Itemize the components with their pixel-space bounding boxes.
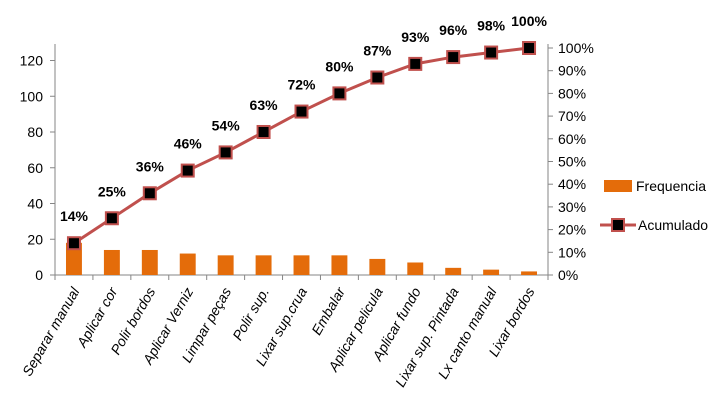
data-label-5: 54% (212, 117, 241, 133)
legend-label-frequencia: Frequencia (636, 178, 706, 194)
left-tick-label: 80 (27, 124, 43, 140)
data-label-9: 87% (363, 43, 392, 59)
data-label-10: 93% (401, 29, 430, 45)
left-tick-label: 20 (27, 231, 43, 247)
cumulative-marker-3 (142, 186, 157, 201)
bar-9 (369, 258, 386, 275)
left-tick-label: 40 (27, 196, 43, 212)
bar-10 (407, 262, 424, 275)
data-label-1: 14% (60, 208, 89, 224)
legend: Frequencia Acumulado (600, 178, 708, 233)
line-series (66, 41, 537, 251)
data-label-12: 98% (477, 18, 506, 34)
cumulative-marker-2 (104, 211, 119, 226)
data-label-6: 63% (250, 97, 279, 113)
bar-7 (293, 255, 310, 275)
right-tick-label: 90% (558, 63, 586, 79)
legend-marker-acumulado (611, 218, 625, 232)
bar-2 (103, 249, 120, 275)
left-axis: 0 20 40 60 80 100 120 (20, 44, 549, 283)
data-label-4: 46% (174, 136, 203, 152)
left-tick-label: 60 (27, 160, 43, 176)
right-tick-label: 20% (558, 222, 586, 238)
bar-3 (141, 249, 158, 275)
data-label-7: 72% (287, 77, 316, 93)
right-tick-label: 70% (558, 108, 586, 124)
data-label-3: 36% (136, 158, 165, 174)
right-tick-label: 30% (558, 199, 586, 215)
cumulative-marker-5 (218, 145, 233, 160)
left-tick-label: 0 (35, 267, 43, 283)
cumulative-marker-13 (522, 41, 537, 55)
category-label-1: Separar manual (19, 284, 83, 379)
bar-6 (255, 255, 272, 275)
data-label-13: 100% (511, 13, 547, 29)
bar-5 (217, 255, 234, 275)
cumulative-marker-8 (332, 86, 347, 101)
right-tick-label: 50% (558, 154, 586, 170)
cumulative-marker-11 (446, 50, 461, 65)
cumulative-marker-12 (484, 45, 499, 60)
data-label-2: 25% (98, 183, 127, 199)
category-label-8: Embalar (308, 283, 349, 337)
legend-swatch-frequencia (604, 180, 632, 192)
data-label-11: 96% (439, 22, 468, 38)
right-tick-label: 80% (558, 85, 586, 101)
cumulative-marker-9 (370, 70, 385, 85)
cumulative-marker-7 (294, 104, 309, 119)
cumulative-marker-6 (256, 124, 271, 139)
cumulative-marker-1 (66, 236, 81, 251)
bar-12 (483, 269, 500, 275)
right-tick-label: 10% (558, 244, 586, 260)
cumulative-marker-10 (408, 56, 423, 71)
right-tick-label: 40% (558, 176, 586, 192)
bar-11 (445, 267, 462, 275)
bar-series (65, 242, 538, 275)
bar-8 (331, 255, 348, 275)
right-axis: 0% 10% 20% 30% 40% 50% 60% 70% 80% 90% 100% (547, 40, 594, 283)
data-label-8: 80% (325, 58, 354, 74)
left-tick-label: 120 (20, 53, 44, 69)
bar-4 (179, 253, 196, 275)
right-tick-label: 60% (558, 131, 586, 147)
left-tick-label: 100 (20, 88, 44, 104)
bar-13 (521, 271, 538, 275)
category-label-6: Polir sup. (229, 285, 272, 344)
bar-1 (65, 242, 82, 275)
data-labels: 14% 25% 36% 46% 54% 63% 72% 80% 87% 93% 96% 98% 100% (60, 13, 548, 224)
cumulative-marker-4 (180, 163, 195, 178)
legend-label-acumulado: Acumulado (638, 217, 708, 233)
right-tick-label: 100% (558, 40, 594, 56)
right-tick-label: 0% (558, 267, 578, 283)
